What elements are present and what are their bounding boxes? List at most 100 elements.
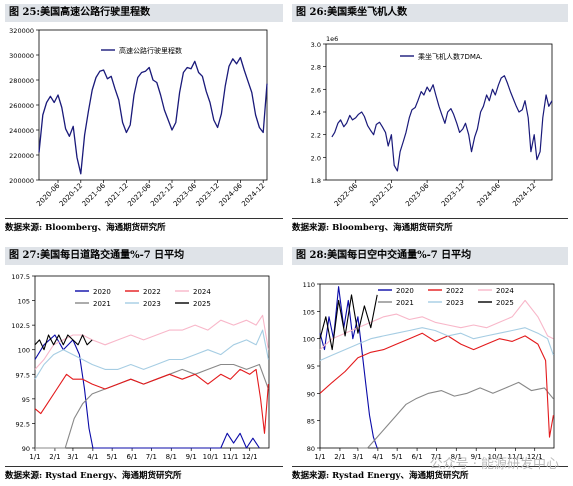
series-line-7DMA: [331, 75, 553, 172]
x-tick-label: 2020-12: [58, 182, 84, 208]
x-tick-label: 9/1: [186, 453, 197, 461]
y-tick-label: 320000: [9, 27, 34, 35]
x-tick-label: 2/1: [49, 453, 60, 461]
panel-2-title: 图 26:美国乘坐飞机人数: [292, 4, 568, 22]
panel-3-chart: 90 92.5 95 97.5 100 102.5 105 107.5 1/1 2/1 3/1 4/1…: [11, 273, 270, 461]
x-tick-label: 2/1: [334, 453, 345, 461]
x-tick-label: 10/1: [488, 453, 504, 461]
x-tick-label: 2024-12: [240, 182, 266, 208]
y-offset-label: 1e6: [326, 35, 338, 43]
series-line-2021: [357, 381, 554, 449]
y-tick-label: 105: [303, 308, 315, 316]
series-line-2020: [34, 334, 260, 449]
x-tick-label: 2022-12: [149, 182, 175, 208]
legend-label: 乘坐飞机人数7DMA.: [418, 52, 483, 61]
x-tick-label: 2023-12: [440, 182, 466, 208]
x-tick-label: 8/1: [451, 453, 462, 461]
panel-2-source: 数据来源: Bloomberg、海通期货研究所: [292, 223, 453, 233]
y-tick-label: 300000: [9, 52, 34, 60]
y-tick-label: 107.5: [11, 273, 30, 281]
legend-label-2025: 2025: [193, 300, 211, 308]
x-tick-label: 6/1: [126, 453, 137, 461]
x-tick-label: 4/1: [87, 453, 98, 461]
x-tick-label: 2021-06: [81, 181, 108, 208]
x-tick-label: 1/1: [314, 453, 325, 461]
y-tick-label: 3.0: [311, 41, 321, 49]
x-tick-label: 12/1: [242, 453, 258, 461]
x-tick-label: 8/1: [166, 453, 177, 461]
y-tick-label: 220000: [9, 152, 34, 160]
legend-label-2025: 2025: [496, 299, 514, 307]
y-tick-label: 1.8: [311, 177, 321, 185]
y-tick-label: 110: [303, 281, 315, 289]
panel-2-chart: 1.8 2.0 2.2 2.4 2.6 2.8 3.0 2022-06 2022-12 2023-…: [311, 35, 553, 208]
plot-frame: [325, 43, 553, 181]
y-tick-label: 90: [22, 445, 30, 453]
legend-label-2020: 2020: [93, 288, 111, 296]
series-line-2022: [319, 332, 554, 438]
y-tick-label: 80: [307, 445, 315, 453]
panel-3-title: 图 27:美国每日道路交通量%-7 日平均: [5, 247, 283, 265]
series-line-2022: [34, 368, 269, 434]
y-tick-label: 95: [22, 396, 30, 404]
y-tick-label: 2.2: [311, 132, 321, 140]
y-tick-label: 2.0: [311, 154, 321, 162]
y-tick-label: 92.5: [16, 420, 30, 428]
x-tick-label: 3/1: [352, 453, 363, 461]
x-tick-label: 2021-12: [103, 182, 129, 208]
legend-label-2023: 2023: [446, 299, 464, 307]
x-tick-label: 2023-06: [172, 181, 199, 208]
panel-3-divider: [5, 466, 283, 467]
legend-label-2024: 2024: [193, 288, 211, 296]
x-tick-label: 3/1: [67, 453, 78, 461]
legend-label-2023: 2023: [143, 300, 161, 308]
x-tick-label: 7/1: [431, 453, 442, 461]
series-line-2025: [319, 294, 378, 351]
series-line-2024: [34, 314, 269, 370]
legend-label-2022: 2022: [446, 287, 464, 295]
panel-4-chart: 80 85 90 95 100 105 110 1/1 2/1 3/1 4/1 5/1 6/1 7/1 8/…: [303, 281, 555, 461]
legend-label: 高速公路行驶里程数: [119, 46, 182, 55]
series-line-2024: [319, 299, 554, 351]
y-tick-label: 2.8: [311, 64, 321, 72]
panel-2-divider: [292, 218, 568, 219]
y-tick-label: 95: [307, 363, 315, 371]
y-tick-label: 2.4: [311, 109, 321, 117]
x-tick-label: 2024-06: [217, 181, 244, 208]
y-tick-label: 260000: [9, 102, 34, 110]
x-tick-label: 2022-06: [333, 181, 360, 208]
x-tick-label: 2022-06: [126, 181, 153, 208]
panel-3-source: 数据来源: Rystad Energy、海通期货研究所: [5, 471, 182, 481]
panel-4-source: 数据来源: Rystad Energy、海通期货研究所: [292, 471, 469, 481]
x-tick-label: 2022-12: [368, 182, 394, 208]
x-tick-label: 9/1: [471, 453, 482, 461]
x-tick-label: 2020-06: [35, 181, 62, 208]
panel-1-divider: [5, 218, 283, 219]
series-line-2023: [34, 329, 269, 380]
x-tick-label: 11/1: [508, 453, 524, 461]
x-tick-label: 6/1: [411, 453, 422, 461]
x-tick-label: 7/1: [146, 453, 157, 461]
y-tick-label: 105: [18, 298, 30, 306]
y-tick-label: 85: [307, 418, 315, 426]
y-tick-label: 280000: [9, 77, 34, 85]
y-tick-label: 102.5: [11, 322, 30, 330]
y-tick-label: 100: [303, 336, 315, 344]
panel-1-title: 图 25:美国高速公路行驶里程数: [5, 4, 283, 22]
series-line-2025: [34, 334, 93, 351]
y-tick-label: 100: [18, 347, 30, 355]
legend-label-2022: 2022: [143, 288, 161, 296]
y-tick-label: 2.6: [311, 86, 321, 94]
x-tick-label: 2024-12: [511, 182, 537, 208]
legend-label-2021: 2021: [93, 300, 111, 308]
x-tick-label: 4/1: [372, 453, 383, 461]
series-line-2020: [319, 286, 378, 449]
panel-4-title: 图 28:美国每日空中交通量%-7 日平均: [292, 247, 568, 265]
x-tick-label: 2024-06: [476, 181, 503, 208]
series-line-2023: [319, 327, 554, 362]
x-tick-label: 2023-12: [195, 182, 221, 208]
x-tick-label: 12/1: [527, 453, 543, 461]
series-line-: [38, 56, 268, 175]
y-tick-label: 97.5: [16, 371, 30, 379]
panel-1-chart: 200000 220000 240000 260000 280000 300000 3200…: [9, 27, 268, 208]
